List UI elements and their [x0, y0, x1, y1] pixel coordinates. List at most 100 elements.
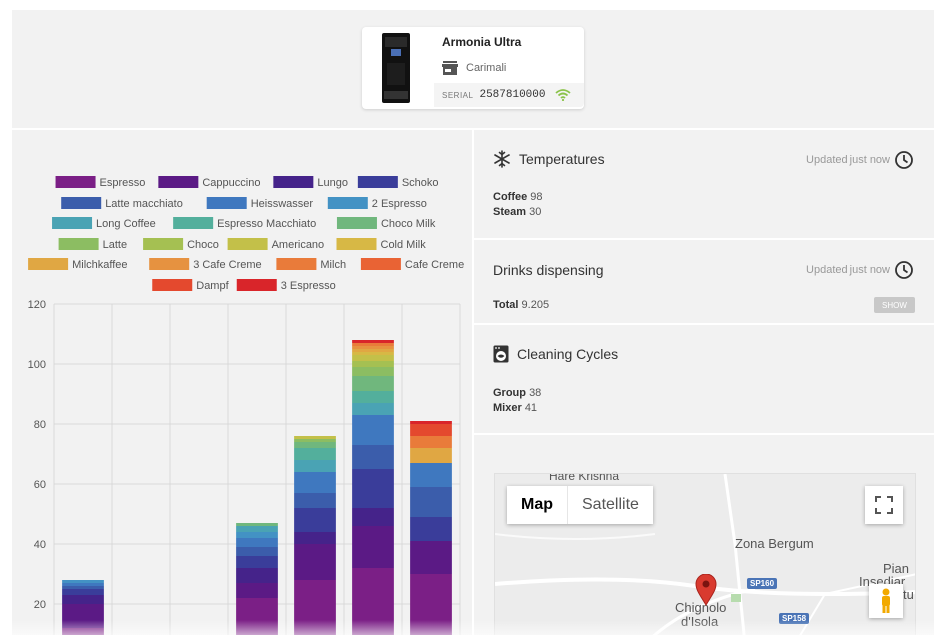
drinks-total-value: 9.205: [521, 299, 550, 311]
street-view-button[interactable]: [869, 584, 903, 618]
legend-label: Cappuccino: [202, 177, 260, 189]
temperatures-title: Temperatures: [519, 151, 605, 167]
clock-icon[interactable]: [894, 260, 914, 280]
temperatures-updated: Updated just now: [806, 150, 914, 170]
bar-segment: [62, 583, 104, 586]
bar-segment: [294, 439, 336, 442]
bar-segment: [352, 352, 394, 355]
bar-segment: [410, 463, 452, 487]
pegman-icon: [882, 588, 890, 613]
temp-coffee-label: Coffee: [493, 191, 528, 203]
bar-segment: [236, 532, 278, 538]
bar-segment: [62, 580, 104, 583]
section-divider: [474, 433, 934, 435]
machine-image: [382, 33, 410, 103]
bar-segment: [410, 448, 452, 463]
y-tick-label: 20: [34, 599, 46, 611]
header-divider: [12, 128, 934, 130]
cleaning-section: Cleaning Cycles Group 38 Mixer 41: [474, 325, 934, 433]
bar-segment: [294, 532, 336, 544]
show-button[interactable]: SHOW: [874, 297, 915, 313]
bar-segment: [352, 508, 394, 526]
cleaning-mixer-value: 41: [524, 402, 538, 414]
bar-segment: [236, 556, 278, 568]
bar-segment: [62, 595, 104, 604]
cleaning-group-value: 38: [529, 387, 542, 399]
map-place-zona: Zona Bergum: [735, 536, 814, 551]
bar-segment: [352, 526, 394, 568]
y-tick-label: 60: [34, 479, 46, 491]
bar-segment: [294, 493, 336, 508]
section-divider: [474, 323, 934, 325]
satellite-button[interactable]: Satellite: [582, 496, 639, 513]
machine-name: Armonia Ultra: [442, 35, 522, 49]
y-tick-label: 40: [34, 539, 46, 551]
bar-segment: [294, 544, 336, 580]
wifi-icon: [555, 89, 572, 101]
map-place-tu: tu: [903, 587, 914, 602]
machine-card[interactable]: Armonia Ultra Carimali SERIAL 2587810000: [362, 27, 584, 109]
legend-swatch: [336, 238, 377, 250]
legend-label: Milch: [320, 259, 346, 271]
map-place-pian: Pian: [883, 561, 910, 576]
temperatures-section: Temperatures Updated just now Coffee 98 S…: [474, 130, 934, 238]
bar-segment: [352, 415, 394, 445]
bar-segment: [352, 343, 394, 346]
legend-label: Long Coffee: [96, 218, 156, 230]
temperature-steam: Steam 30: [493, 205, 541, 220]
bar-segment: [62, 586, 104, 589]
fullscreen-button[interactable]: [865, 486, 903, 524]
legend-label: Cafe Creme: [405, 259, 464, 271]
legend-label: 2 Espresso: [372, 198, 427, 210]
dashboard-page: Armonia Ultra Carimali SERIAL 2587810000…: [12, 10, 934, 635]
map-place-top: Hare Krishna: [549, 473, 620, 483]
legend-swatch: [149, 258, 190, 270]
bar-segment: [352, 349, 394, 352]
fullscreen-icon: [875, 496, 893, 514]
legend-swatch: [357, 176, 398, 188]
section-divider: [474, 238, 934, 240]
temp-steam-label: Steam: [493, 206, 527, 218]
legend-swatch: [52, 217, 93, 229]
cleaning-group-label: Group: [493, 387, 526, 399]
location-map[interactable]: Hare Krishna Map Satellite Zona Bergum P…: [494, 473, 916, 635]
bar-segment: [352, 346, 394, 349]
bar-segment: [410, 517, 452, 541]
store-icon: [442, 61, 458, 75]
temperatures-header: Temperatures: [493, 150, 605, 168]
legend-label: Choco Milk: [381, 218, 436, 230]
bar-segment: [294, 460, 336, 472]
bar-segment: [236, 547, 278, 556]
temperature-coffee: Coffee 98: [493, 190, 543, 205]
legend-label: 3 Cafe Creme: [193, 259, 261, 271]
bar-segment: [352, 376, 394, 391]
legend-swatch: [327, 197, 368, 209]
legend-swatch: [206, 197, 247, 209]
bar-segment: [294, 442, 336, 448]
legend-swatch: [143, 238, 184, 250]
bar-segment: [352, 340, 394, 343]
bar-segment: [352, 445, 394, 469]
bar-segment: [236, 583, 278, 598]
bar-segment: [294, 508, 336, 532]
cleaning-group: Group 38: [493, 386, 541, 401]
updated-prefix: Updated: [806, 264, 848, 276]
legend-swatch: [227, 238, 268, 250]
bar-segment: [294, 448, 336, 460]
bar-segment: [410, 421, 452, 424]
legend-swatch: [236, 279, 277, 291]
bottom-fade: [0, 620, 944, 635]
bar-segment: [352, 403, 394, 415]
cleaning-mixer-label: Mixer: [493, 402, 522, 414]
legend-label: Latte macchiato: [105, 198, 183, 210]
legend-swatch: [55, 176, 96, 188]
bar-segment: [236, 568, 278, 583]
location-pin-icon[interactable]: [695, 574, 717, 606]
clock-icon[interactable]: [894, 150, 914, 170]
legend-label: Choco: [187, 239, 219, 251]
legend-swatch: [152, 279, 193, 291]
drinks-header: Drinks dispensing: [493, 262, 604, 278]
legend-label: Espresso Macchiato: [217, 218, 316, 230]
serial-row: SERIAL 2587810000: [434, 83, 584, 107]
map-button[interactable]: Map: [507, 486, 568, 524]
